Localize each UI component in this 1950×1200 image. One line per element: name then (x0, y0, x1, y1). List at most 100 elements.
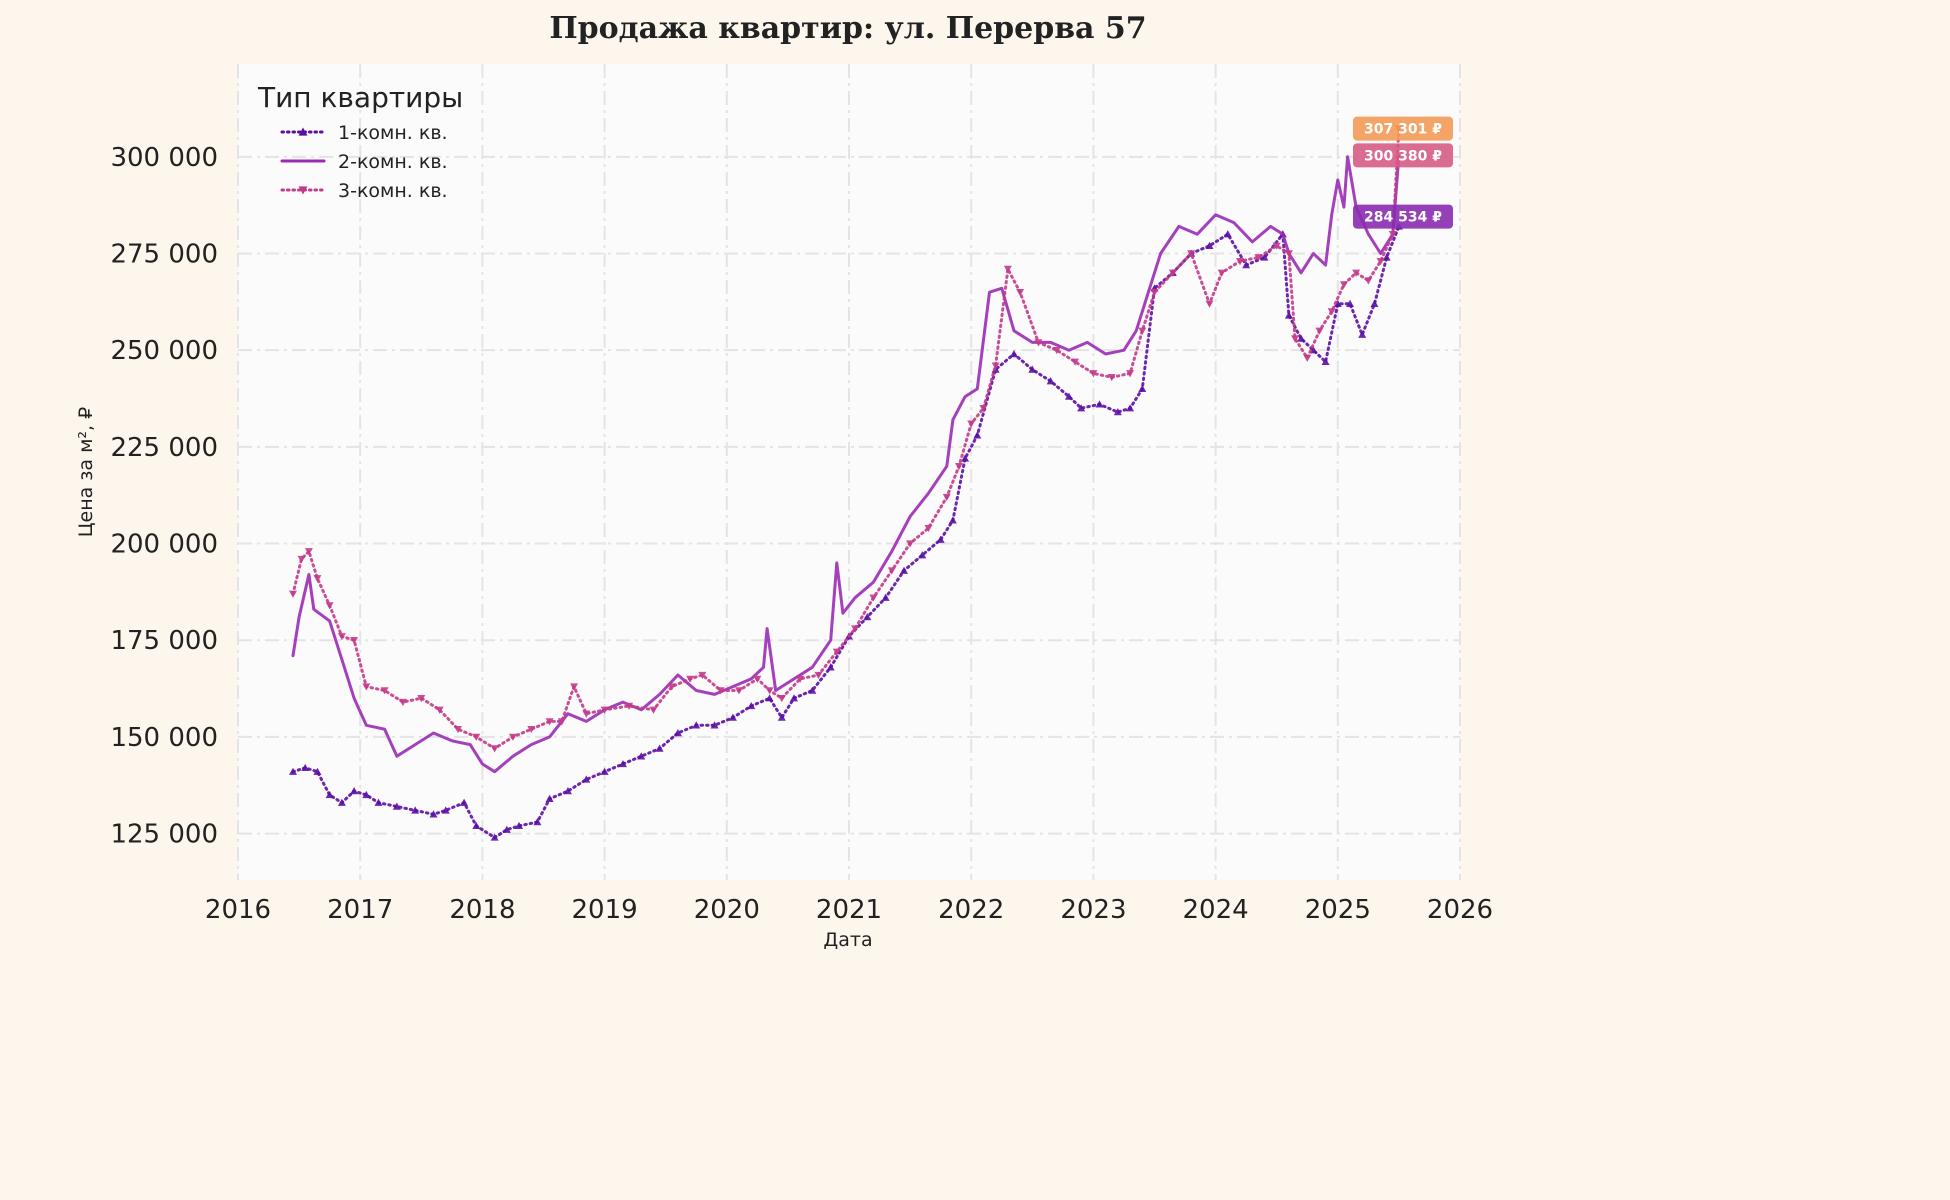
series-point (747, 701, 756, 710)
legend-marker (298, 186, 308, 195)
x-tick-label: 2016 (205, 895, 271, 925)
legend-label: 2-комн. кв. (338, 151, 448, 173)
series-point (502, 825, 511, 833)
series-point (337, 798, 346, 806)
series-point (545, 794, 554, 802)
series-point (967, 420, 976, 428)
series-point (582, 775, 591, 783)
series-point (667, 683, 676, 691)
value-badge: 300 380 ₽ (1353, 143, 1453, 168)
series-point (527, 725, 536, 734)
series-point (392, 802, 401, 810)
series-point (814, 671, 823, 680)
series-point (545, 718, 554, 726)
axes: 2016 2017 2018 2019 2020 2021 2022 2023 2024 2025… (110, 143, 1493, 925)
series-point (582, 710, 591, 718)
series-point (851, 625, 860, 633)
x-tick-label: 2026 (1427, 895, 1493, 925)
series-point (1009, 350, 1018, 358)
series-point (304, 548, 313, 556)
y-tick-label: 225 000 (110, 433, 218, 463)
series-point (1107, 374, 1116, 382)
series-point (808, 686, 817, 694)
series-point (435, 706, 444, 714)
series-point (716, 687, 725, 695)
series-point (362, 683, 371, 691)
x-tick-label: 2021 (816, 895, 882, 925)
series-point (728, 713, 737, 721)
series-point (472, 733, 481, 741)
x-tick-label: 2019 (572, 895, 638, 925)
series-point (698, 671, 707, 680)
series-point (441, 806, 450, 814)
series-point (1205, 300, 1214, 308)
series-point (961, 454, 970, 462)
series-point (1138, 327, 1147, 335)
series-point (600, 706, 609, 714)
legend-items: 1-комн. кв. 2-комн. кв. 3-комн. кв. (280, 122, 448, 202)
series-point (906, 540, 915, 548)
series-point (1260, 253, 1269, 261)
grid (237, 64, 1461, 880)
series-point (1126, 370, 1135, 378)
series-point (954, 462, 963, 471)
series-point (1315, 327, 1324, 335)
x-tick-label: 2022 (938, 895, 1004, 925)
series-point (563, 787, 572, 795)
legend-item: 1-комн. кв. (280, 122, 448, 144)
series-point (288, 767, 297, 775)
series-point (753, 675, 762, 683)
series-point (1217, 269, 1226, 277)
x-axis-label: Дата (823, 929, 872, 951)
series-point (735, 687, 744, 695)
series-layer (288, 125, 1403, 841)
series-point (600, 767, 609, 775)
series-point (991, 362, 1000, 370)
series-point (1327, 308, 1336, 316)
series-point (973, 431, 982, 439)
series-point (1358, 330, 1367, 338)
series-point (924, 524, 933, 533)
series-point (777, 695, 786, 703)
series-point (1077, 404, 1086, 412)
legend-marker (298, 127, 308, 136)
series-point (508, 733, 517, 741)
y-tick-label: 300 000 (110, 143, 218, 173)
series-point (1339, 281, 1348, 289)
series-point (350, 787, 359, 795)
value-badge-box (1353, 116, 1453, 141)
series-point (1205, 241, 1214, 249)
series-point (942, 493, 951, 502)
value-badge: 284 534 ₽ (1353, 204, 1453, 229)
series-point (380, 687, 389, 695)
series-point (1370, 299, 1379, 307)
series-point (869, 594, 878, 602)
series-point (570, 683, 579, 691)
series-point (618, 759, 627, 768)
series-point (1071, 358, 1080, 366)
series-point (374, 798, 383, 806)
series-point (649, 706, 658, 714)
y-tick-label: 150 000 (110, 723, 218, 753)
series-point (1095, 400, 1104, 408)
y-tick-label: 175 000 (110, 626, 218, 656)
x-tick-label: 2023 (1060, 895, 1126, 925)
series-point (686, 675, 695, 683)
value-badge-label: 300 380 ₽ (1364, 148, 1442, 164)
series-point (1352, 269, 1361, 277)
series-point (490, 745, 499, 753)
value-badge-label: 284 534 ₽ (1364, 210, 1442, 226)
series-point (1242, 261, 1251, 269)
y-tick-label: 200 000 (110, 530, 218, 560)
series-point (1028, 365, 1037, 373)
annotation-layer: 307 301 ₽ 300 380 ₽ 284 534 ₽ (1353, 116, 1453, 229)
series-point (918, 551, 927, 559)
series-point (1089, 370, 1098, 378)
series-point (1321, 357, 1330, 365)
series-point (1254, 254, 1263, 262)
series-point (899, 566, 908, 574)
y-tick-label: 250 000 (110, 336, 218, 366)
series-point (1297, 334, 1306, 342)
x-tick-label: 2018 (449, 895, 515, 925)
series-point (1376, 258, 1385, 266)
